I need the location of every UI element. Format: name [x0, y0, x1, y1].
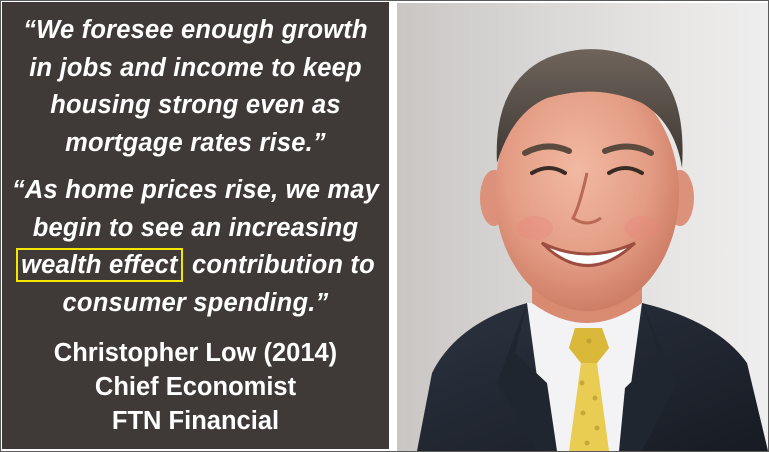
speaker-title: Chief Economist: [94, 373, 297, 401]
quote-second: “As home prices rise, we may begin to se…: [2, 172, 389, 322]
quote-first-line: mortgage rates rise.”: [65, 128, 326, 157]
quote-second-line: begin to see an increasing: [32, 213, 359, 242]
portrait-illustration: [417, 49, 768, 451]
speaker-name: Christopher Low (2014): [53, 339, 338, 367]
portrait-photo: [397, 3, 768, 451]
speaker-company: FTN Financial: [111, 407, 280, 435]
attribution: Christopher Low (2014) Chief Economist F…: [2, 336, 389, 438]
quote-first: “We foresee enough growth in jobs and in…: [2, 12, 389, 162]
quote-first-line: in jobs and income to keep: [29, 53, 362, 82]
quote-second-line: consumer spending.”: [62, 288, 329, 317]
quote-first-line: housing strong even as: [50, 91, 341, 119]
quote-second-line-rest: contribution to: [184, 251, 375, 279]
quote-first-line: “We foresee enough growth: [23, 16, 368, 44]
quote-panel: “We foresee enough growth in jobs and in…: [2, 2, 389, 449]
highlighted-term: wealth effect: [16, 248, 183, 282]
quote-second-line: “As home prices rise, we may: [11, 176, 380, 204]
quote-second-line: wealth effect contribution to: [2, 247, 389, 285]
